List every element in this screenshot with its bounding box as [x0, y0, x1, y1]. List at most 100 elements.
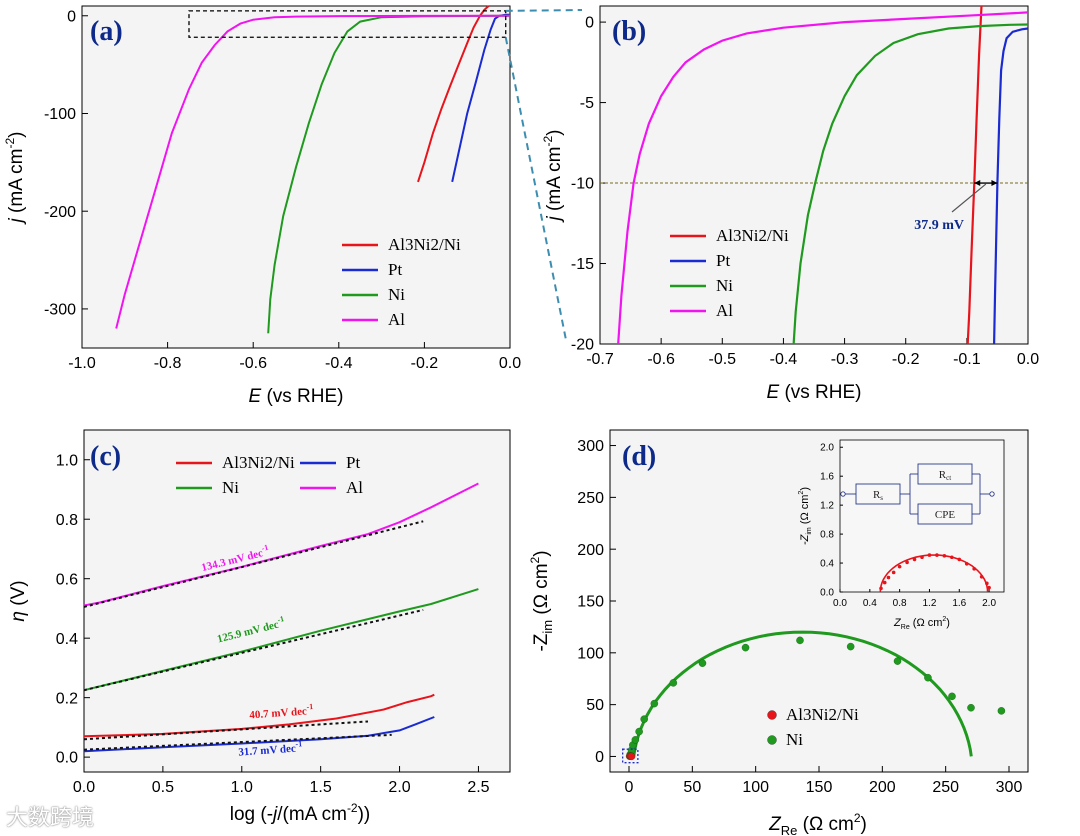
panel-c: 0.0 0.5 1.0 1.5 2.0 2.50.00.20.40.60.81.0 134…: [8, 429, 511, 825]
legend-label: Al: [346, 478, 363, 497]
panel-d-point: [640, 715, 648, 723]
legend-label: Al3Ni2/Ni: [222, 453, 295, 472]
inset-point: [882, 580, 887, 585]
panel-c-xtick-label: 2.0: [388, 779, 410, 796]
panel-b-annotation-text: 37.9 mV: [914, 218, 964, 233]
annotation-arrowhead: [991, 180, 998, 187]
panel-c-xtick-label: 2.5: [467, 779, 489, 796]
inset-point: [891, 570, 896, 575]
legend-label: Ni: [716, 276, 733, 295]
panel-b-xtick-label: 0.0: [1017, 351, 1039, 368]
panel-c-xtick-label: 0.5: [152, 779, 174, 796]
inset-point: [897, 564, 902, 569]
inset-fit-arc: [879, 554, 989, 593]
panel-d-xtick-label: 300: [996, 779, 1023, 796]
panel-d-xlabel: ZRe (Ω cm2): [768, 811, 867, 836]
panel-b-series-line: [792, 23, 1028, 344]
inset-point: [927, 553, 932, 557]
panel-c-xtick-label: 1.0: [231, 779, 253, 796]
legend-marker: [767, 735, 777, 745]
legend-label: Al3Ni2/Ni: [716, 226, 789, 245]
panel-d-point: [893, 657, 902, 665]
panel-b-xtick-label: -0.2: [892, 351, 920, 368]
panel-a: -1.0 -0.8 -0.6 -0.4 -0.2 0.0 0 -100 -200 -300 (a)…: [3, 5, 521, 407]
panel-b-ytick-label: -10: [571, 176, 594, 193]
equivalent-circuit: [840, 463, 995, 525]
inset-xtick-label: 1.2: [923, 598, 937, 609]
panel-a-ytick-label: -300: [44, 302, 76, 319]
inset-point: [879, 586, 883, 591]
panel-d-label: (d): [622, 441, 656, 472]
panel-d-point: [924, 673, 932, 682]
panel-c-slope-label: 40.7 mV dec-1: [249, 702, 314, 721]
inset-ytick-label: 2.0: [820, 443, 834, 454]
inset-ytick-label: 1.6: [820, 472, 834, 483]
inset-plot-area: [839, 439, 1005, 593]
annotation-pointer: [951, 183, 987, 213]
panel-c-ytick-label: 1.0: [56, 452, 78, 469]
panel-b-xtick-label: -0.6: [647, 351, 675, 368]
panel-d-point: [796, 636, 804, 645]
panel-d-fit-arc: [632, 630, 973, 757]
circuit-terminal-right: [989, 491, 995, 497]
panel-d-ytick-label: 200: [577, 542, 604, 559]
panel-a-xtick-label: -0.2: [411, 355, 439, 372]
panel-c-ylabel: η (V): [8, 580, 29, 621]
panel-b-xtick-label: -0.1: [953, 351, 981, 368]
legend-label: Ni: [222, 478, 239, 497]
panel-d-xtick-label: 0: [625, 779, 634, 796]
panel-c-ytick-label: 0.4: [56, 631, 78, 648]
legend-label: Pt: [388, 260, 402, 279]
panel-d-xtick-label: 100: [742, 779, 769, 796]
inset-ytick-label: 1.2: [820, 501, 834, 512]
inset-xtick-label: 0.8: [893, 598, 907, 609]
panel-d-point: [635, 727, 643, 736]
panel-a-zoom-box: [188, 10, 507, 38]
legend-label: Al3Ni2/Ni: [388, 235, 461, 254]
panel-a-xtick-label: -0.6: [239, 355, 267, 372]
panel-c-xtick-label: 1.5: [310, 779, 332, 796]
panel-d-point: [967, 703, 975, 712]
zoom-connector-top: [505, 9, 583, 12]
inset-point: [886, 575, 891, 580]
panel-c-plot-area: [83, 429, 511, 773]
panel-c-xlabel: log (-j/(mA cm-2)): [230, 801, 371, 825]
panel-b-ytick-label: 0: [585, 15, 594, 32]
panel-b-xtick-label: -0.5: [708, 351, 736, 368]
inset-xtick-label: 1.6: [952, 598, 966, 609]
inset-xtick-label: 2.0: [982, 598, 996, 609]
panel-b-annotation: [951, 180, 998, 213]
panel-d-point: [997, 707, 1006, 715]
panel-c-series-line: [83, 588, 479, 692]
inset-point: [985, 581, 989, 586]
panel-c-fit-line: [83, 608, 424, 692]
panel-a-label: (a): [90, 16, 123, 47]
legend-label: Ni: [786, 730, 803, 749]
circuit-terminal-left: [840, 491, 846, 497]
inset-ytick-label: 0.8: [820, 530, 834, 541]
panel-a-plot-area: [81, 5, 511, 349]
panel-b-xlabel: E (vs RHE): [766, 382, 861, 403]
circuit-rct-label: Rct: [939, 469, 951, 482]
panel-b-ytick-label: -5: [580, 95, 594, 112]
inset-point: [987, 585, 991, 590]
panel-d-ylabel: -Zim (Ω cm2): [528, 550, 555, 651]
panel-d-point: [631, 736, 640, 744]
panel-d-ytick-label: 100: [577, 645, 604, 662]
legend-label: Al: [388, 310, 405, 329]
panel-c-fit-line: [83, 520, 424, 608]
inset-point: [972, 567, 976, 571]
inset-point: [957, 557, 962, 562]
panel-b: -0.7 -0.6 -0.5 -0.4 -0.3 -0.2 -0.1 0.0 0 -5 -10 -15…: [541, 5, 1039, 403]
panel-d-ytick-label: 0: [595, 749, 604, 766]
panel-d-point: [698, 659, 707, 667]
panel-d-point: [948, 692, 956, 701]
inset-point: [935, 553, 939, 557]
panel-b-ytick-label: -20: [571, 337, 594, 354]
inset-xtick-label: 0.0: [833, 598, 847, 609]
panel-d-ytick-label: 250: [577, 490, 604, 507]
panel-c-slope-label: 31.7 mV dec-1: [238, 739, 303, 758]
panel-a-series-line: [115, 14, 511, 329]
panel-a-ylabel: j (mA cm-2): [3, 132, 27, 226]
